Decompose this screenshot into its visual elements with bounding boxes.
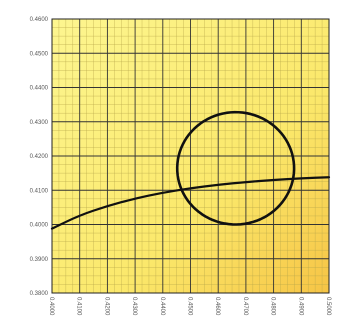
y-tick-label: 0.4500 — [30, 51, 49, 57]
x-tick-label: 0.4700 — [242, 297, 248, 316]
x-tick-label: 0.4600 — [214, 297, 220, 316]
x-tick-label: 0.5000 — [325, 297, 331, 316]
y-tick-label: 0.4000 — [30, 223, 49, 229]
y-tick-label: 0.4300 — [30, 120, 49, 126]
y-tick-label: 0.4100 — [30, 188, 49, 194]
x-tick-label: 0.4400 — [159, 297, 165, 316]
x-tick-label: 0.4200 — [103, 297, 109, 316]
x-tick-label: 0.4900 — [297, 297, 303, 316]
x-tick-label: 0.4000 — [48, 297, 54, 316]
y-tick-label: 0.4200 — [30, 154, 49, 160]
y-axis-tick-labels: 0.3800 0.3900 0.4000 0.4100 0.4200 0.4300 0.44… — [30, 17, 49, 297]
series-ellipse — [175, 110, 296, 226]
x-tick-label: 0.4100 — [76, 297, 82, 316]
x-tick-label: 0.4500 — [187, 297, 193, 316]
x-tick-label: 0.4300 — [131, 297, 137, 316]
series-layer — [50, 110, 331, 230]
plot-frame — [51, 18, 330, 294]
y-tick-label: 0.4400 — [30, 86, 49, 92]
y-tick-label: 0.3800 — [30, 291, 49, 297]
y-tick-label: 0.4600 — [30, 17, 49, 23]
series-curve — [50, 176, 331, 230]
y-tick-label: 0.3900 — [30, 257, 49, 263]
x-axis-tick-labels: 0.4000 0.4100 0.4200 0.4300 0.4400 0.4500 0.46… — [48, 297, 331, 316]
x-tick-label: 0.4800 — [270, 297, 276, 316]
